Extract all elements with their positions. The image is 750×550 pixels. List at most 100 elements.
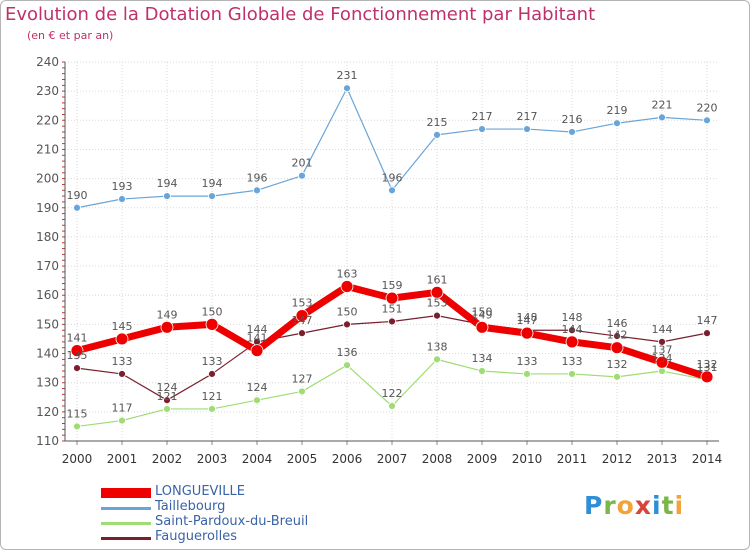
data-point (343, 361, 351, 370)
legend-item: LONGUEVILLE (101, 484, 361, 500)
data-label: 151 (382, 302, 403, 315)
data-label: 194 (202, 177, 223, 190)
data-point (658, 337, 666, 346)
data-point (250, 344, 264, 358)
data-point (73, 203, 81, 212)
data-point (523, 125, 531, 133)
legend-item: Taillebourg (101, 499, 361, 515)
data-label: 148 (562, 311, 583, 324)
chart-title: Evolution de la Dotation Globale de Fonc… (5, 4, 596, 25)
data-label: 159 (382, 279, 403, 292)
legend-swatch (101, 522, 151, 525)
data-point (613, 332, 621, 340)
logo-letter: o (616, 491, 635, 520)
data-point (433, 311, 441, 320)
data-point (568, 326, 576, 335)
y-tick-label: 210 (36, 142, 59, 156)
data-point (253, 396, 261, 405)
data-point (475, 320, 489, 334)
x-tick-label: 2006 (332, 452, 363, 466)
legend-label: LONGUEVILLE (155, 484, 245, 499)
data-point (613, 372, 621, 381)
y-tick-label: 230 (36, 84, 59, 98)
data-label: 131 (697, 361, 718, 374)
data-point (208, 370, 216, 378)
data-label: 124 (157, 381, 178, 394)
data-point (118, 416, 126, 425)
data-label: 216 (562, 113, 583, 126)
legend-label: Saint-Pardoux-du-Breuil (155, 514, 309, 529)
legend-label: Taillebourg (155, 499, 226, 514)
y-tick-label: 190 (36, 201, 59, 215)
y-tick-label: 240 (36, 55, 59, 69)
data-point (658, 113, 666, 122)
data-point (163, 405, 171, 413)
data-label: 135 (67, 349, 88, 362)
data-label: 147 (517, 314, 538, 327)
logo-letter: r (603, 491, 617, 520)
data-label: 147 (292, 314, 313, 327)
logo-letter: i (652, 491, 662, 520)
x-tick-label: 2012 (602, 452, 633, 466)
legend-swatch (101, 507, 151, 510)
data-label: 196 (382, 171, 403, 184)
data-point (388, 317, 396, 326)
data-point (208, 405, 216, 413)
data-label: 127 (292, 372, 313, 385)
data-label: 220 (697, 101, 718, 114)
data-point (430, 285, 444, 299)
data-point (343, 320, 351, 329)
data-point (478, 367, 486, 375)
data-point (703, 116, 711, 125)
y-tick-label: 180 (36, 230, 59, 244)
y-tick-label: 150 (36, 317, 59, 331)
data-label: 117 (112, 402, 133, 415)
data-point (340, 280, 354, 293)
data-point (295, 309, 309, 323)
data-label: 153 (427, 297, 448, 310)
data-label: 150 (337, 305, 358, 318)
x-tick-label: 2003 (197, 452, 228, 466)
data-label: 217 (472, 110, 493, 123)
data-label: 219 (607, 104, 628, 117)
data-point (655, 355, 669, 369)
data-label: 163 (337, 267, 358, 280)
chart-subtitle: (en € et par an) (27, 29, 114, 42)
data-label: 149 (472, 308, 493, 321)
data-label: 150 (202, 305, 223, 318)
data-point (520, 326, 534, 340)
x-tick-label: 2004 (242, 452, 273, 466)
legend-item: Saint-Pardoux-du-Breuil (101, 514, 361, 530)
data-label: 133 (562, 355, 583, 368)
data-label: 144 (652, 323, 673, 336)
x-tick-label: 2007 (377, 452, 408, 466)
x-tick-label: 2009 (467, 452, 498, 466)
legend-swatch (101, 488, 151, 498)
data-label: 153 (292, 297, 313, 310)
logo-letter: t (661, 491, 675, 520)
data-label: 137 (652, 343, 673, 356)
y-tick-label: 130 (36, 376, 59, 390)
y-tick-label: 160 (36, 288, 59, 302)
data-point (433, 130, 441, 139)
proxiti-logo: Proxiti (584, 491, 684, 520)
x-tick-label: 2005 (287, 452, 318, 466)
data-label: 149 (157, 308, 178, 321)
data-label: 136 (337, 346, 358, 359)
x-tick-label: 2008 (422, 452, 453, 466)
data-point (73, 364, 81, 373)
data-label: 134 (652, 352, 673, 365)
legend-label: Fauguerolles (155, 529, 237, 544)
data-label: 221 (652, 98, 673, 111)
data-label: 144 (247, 323, 268, 336)
data-label: 201 (292, 157, 313, 170)
data-label: 121 (157, 390, 178, 403)
y-tick-label: 220 (36, 113, 59, 127)
y-tick-label: 200 (36, 172, 59, 186)
logo-letter: i (674, 491, 685, 520)
data-label: 115 (67, 407, 88, 420)
data-label: 133 (202, 355, 223, 368)
data-label: 132 (697, 358, 718, 371)
data-point (700, 370, 714, 384)
